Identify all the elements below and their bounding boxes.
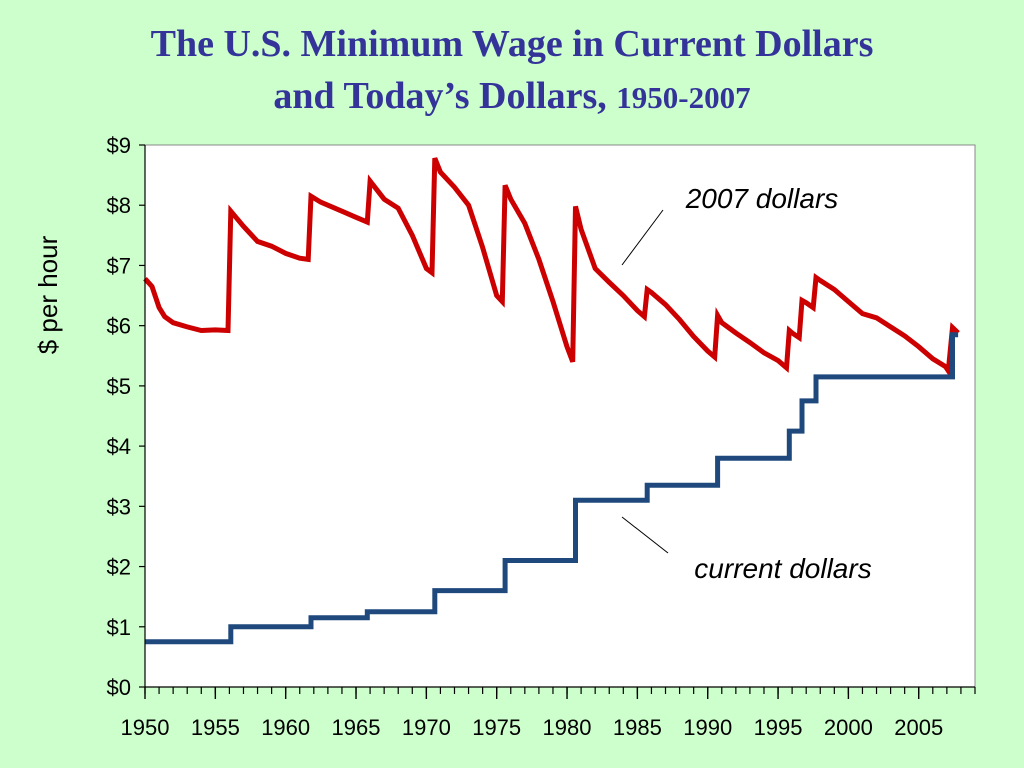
x-tick-label: 2005 [894, 715, 943, 740]
annotation-current-dollars-leader [621, 516, 669, 554]
label-layer: $0 $1 $2 $3 $4 $5 $6 $7 $8 $9 1950 1955 1960 1965 1970… [33, 133, 943, 740]
y-tick-label: $7 [107, 253, 131, 278]
x-tick-label: 2000 [824, 715, 873, 740]
x-tick-label: 1990 [683, 715, 732, 740]
y-tick-label: $0 [107, 675, 131, 700]
series-line-2007-dollars [143, 157, 960, 379]
x-tick-label: 1995 [754, 715, 803, 740]
title-years: 1950-2007 [616, 80, 751, 115]
y-tick-label: $4 [107, 434, 131, 459]
y-tick-label: $6 [107, 314, 131, 339]
x-tick-label: 1965 [332, 715, 381, 740]
x-tick-label: 1960 [261, 715, 310, 740]
x-tick-label: 1985 [613, 715, 662, 740]
title-line-2-main: and Today’s Dollars, [273, 75, 607, 117]
title-line-2: and Today’s Dollars, 1950-2007 [0, 70, 1024, 124]
annotation-layer: 2007 dollars current dollars [621, 183, 872, 584]
axes-layer [139, 144, 976, 699]
title-line-1: The U.S. Minimum Wage in Current Dollars [150, 23, 874, 65]
series-layer [143, 157, 960, 645]
series-line-current-dollars [145, 332, 959, 645]
y-tick-label: $5 [107, 374, 131, 399]
plot-area [144, 144, 976, 688]
y-axis-title: $ per hour [33, 235, 63, 354]
y-tick-label: $3 [107, 494, 131, 519]
x-tick-label: 1950 [121, 715, 170, 740]
annotation-2007-dollars-leader [621, 209, 664, 266]
x-tick-label: 1955 [191, 715, 240, 740]
slide-title: The U.S. Minimum Wage in Current Dollars… [0, 18, 1024, 124]
x-tick-label: 1975 [472, 715, 521, 740]
annotation-2007-dollars: 2007 dollars [685, 183, 839, 214]
x-tick-label: 1980 [543, 715, 592, 740]
y-tick-label: $2 [107, 555, 131, 580]
y-tick-label: $1 [107, 615, 131, 640]
y-tick-label: $9 [107, 133, 131, 158]
annotation-current-dollars: current dollars [694, 553, 871, 584]
y-tick-label: $8 [107, 193, 131, 218]
x-tick-label: 1970 [402, 715, 451, 740]
